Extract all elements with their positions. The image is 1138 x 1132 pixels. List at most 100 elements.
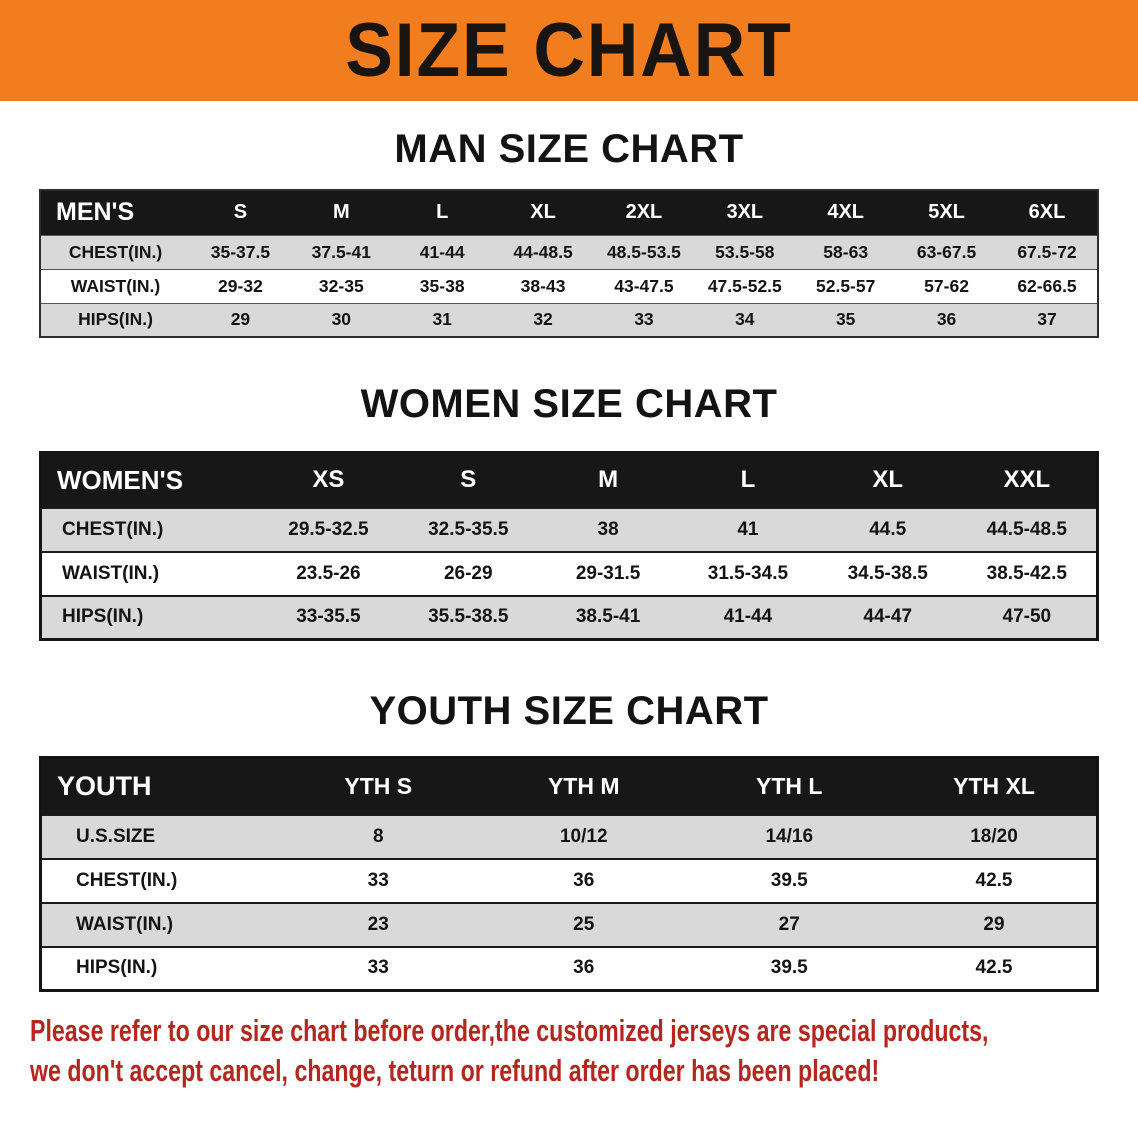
women-size-table: WOMEN'S XS S M L XL XXL CHEST(IN.) 29.5-32.5 32.5…	[39, 451, 1099, 641]
men-size-table: MEN'S S M L XL 2XL 3XL 4XL 5XL 6XL CHEST(IN.) 35-37…	[39, 189, 1099, 338]
size-column-header: YTH XL	[892, 757, 1098, 815]
table-header-row: MEN'S S M L XL 2XL 3XL 4XL 5XL 6XL	[40, 190, 1098, 235]
size-value-cell: 35	[835, 309, 856, 330]
measurement-row: CHEST(IN.) 29.5-32.5 32.5-35.5 38 41 44.5 44.5…	[40, 507, 1098, 552]
size-value-cell: 29-31.5	[575, 562, 641, 584]
measurement-row-label: WAIST(IN.)	[70, 275, 161, 296]
size-value-cell: 31	[432, 309, 452, 330]
measurement-row-label: WAIST(IN.)	[62, 562, 160, 584]
measurement-row: CHEST(IN.) 35-37.5 37.5-41 41-44 44-48.5 48.5…	[40, 235, 1098, 269]
size-value-cell: 67.5-72	[1017, 241, 1077, 262]
measurement-row: WAIST(IN.) 23 25 27 29	[40, 902, 1098, 947]
measurement-row: HIPS(IN.) 29 30 31 32 33 34 35 36 37	[40, 303, 1098, 337]
size-value-cell: 33	[634, 309, 654, 330]
table-title-cell: MEN'S	[40, 190, 190, 235]
size-value-cell: 14/16	[765, 825, 814, 847]
size-value-cell: 44.5	[869, 518, 907, 540]
measurement-row: CHEST(IN.) 33 36 39.5 42.5	[40, 858, 1098, 903]
size-value-cell: 57-62	[924, 275, 969, 296]
size-value-cell: 52.5-57	[816, 275, 876, 296]
size-value-cell: 32	[533, 309, 553, 330]
size-value-cell: 35.5-38.5	[428, 606, 509, 628]
size-value-cell: 44-47	[863, 606, 913, 628]
size-value-cell: 41-44	[419, 241, 465, 262]
size-value-cell: 53.5-58	[715, 241, 775, 262]
notice-line-2: we don't accept cancel, change, teturn o…	[30, 1053, 880, 1088]
table-header-row: WOMEN'S XS S M L XL XXL	[40, 452, 1098, 508]
size-value-cell: 8	[372, 825, 384, 847]
size-column-header: S	[398, 452, 539, 508]
size-value-cell: 29.5-32.5	[288, 518, 369, 540]
size-column-header: XL	[492, 190, 594, 235]
size-column-header: XL	[817, 452, 958, 508]
size-value-cell: 35-38	[419, 275, 465, 296]
table-title-cell: WOMEN'S	[40, 452, 259, 508]
notice-line-1: Please refer to our size chart before or…	[30, 1014, 989, 1048]
size-value-cell: 39.5	[770, 869, 808, 891]
size-column-header: 6XL	[997, 190, 1098, 235]
size-value-cell: 23	[367, 913, 389, 935]
size-value-cell: 42.5	[975, 869, 1013, 891]
size-value-cell: 36	[573, 957, 595, 979]
measurement-row: U.S.SIZE 8 10/12 14/16 18/20	[40, 814, 1098, 859]
size-value-cell: 48.5-53.5	[606, 241, 681, 262]
women-section-heading: WOMEN SIZE CHART	[360, 382, 778, 426]
page-title: SIZE CHART	[345, 7, 793, 93]
size-value-cell: 33-35.5	[296, 606, 361, 628]
size-value-cell: 25	[573, 913, 595, 935]
size-column-header: YTH L	[686, 757, 892, 815]
youth-size-section: YOUTH SIZE CHART YOUTH YTH S YTH M YTH L YTH…	[0, 689, 1138, 992]
measurement-row-label: WAIST(IN.)	[76, 913, 174, 935]
size-value-cell: 34	[735, 309, 755, 330]
size-value-cell: 38-43	[520, 275, 566, 296]
measurement-row-label: CHEST(IN.)	[68, 241, 163, 262]
measurement-row-label: CHEST(IN.)	[62, 518, 164, 540]
measurement-row-label: HIPS(IN.)	[78, 309, 153, 330]
measurement-row: WAIST(IN.) 23.5-26 26-29 29-31.5 31.5-34.5 34…	[40, 551, 1098, 596]
size-value-cell: 38.5-41	[575, 606, 641, 628]
youth-section-heading: YOUTH SIZE CHART	[369, 689, 769, 733]
size-column-header: 5XL	[896, 190, 997, 235]
size-column-header: L	[677, 452, 818, 508]
size-value-cell: 34.5-38.5	[847, 562, 928, 584]
measurement-row-label: U.S.SIZE	[76, 825, 156, 847]
measurement-row-label: HIPS(IN.)	[62, 606, 144, 628]
measurement-row-label: HIPS(IN.)	[76, 957, 158, 979]
size-value-cell: 42.5	[975, 957, 1013, 979]
banner: SIZE CHART	[0, 0, 1138, 101]
size-value-cell: 33	[367, 869, 389, 891]
size-value-cell: 44-48.5	[513, 241, 573, 262]
measurement-row: HIPS(IN.) 33 36 39.5 42.5	[40, 946, 1098, 991]
size-column-header: L	[391, 190, 493, 235]
size-value-cell: 47.5-52.5	[707, 275, 782, 296]
size-value-cell: 27	[778, 913, 800, 935]
size-value-cell: 41-44	[723, 606, 773, 628]
size-column-header: 4XL	[795, 190, 897, 235]
size-column-header: S	[190, 190, 291, 235]
measurement-row: WAIST(IN.) 29-32 32-35 35-38 38-43 43-47.5 47.…	[40, 269, 1098, 303]
men-size-section: MAN SIZE CHART MEN'S S M L XL 2XL 3XL 4XL 5XL 6XL…	[0, 127, 1138, 338]
table-header-row: YOUTH YTH S YTH M YTH L YTH XL	[40, 757, 1098, 815]
size-value-cell: 43-47.5	[614, 275, 674, 296]
size-column-header: XXL	[957, 452, 1098, 508]
size-value-cell: 39.5	[770, 957, 808, 979]
order-notice: Please refer to our size chart before or…	[30, 1012, 1138, 1091]
size-value-cell: 47-50	[1002, 606, 1052, 628]
size-value-cell: 33	[367, 957, 389, 979]
size-value-cell: 23.5-26	[296, 562, 361, 584]
men-section-heading: MAN SIZE CHART	[394, 127, 744, 171]
size-value-cell: 10/12	[559, 825, 608, 847]
size-value-cell: 29-32	[218, 275, 263, 296]
size-value-cell: 29	[983, 913, 1005, 935]
size-value-cell: 32.5-35.5	[428, 518, 509, 540]
size-value-cell: 31.5-34.5	[707, 562, 789, 584]
size-value-cell: 37.5-41	[311, 241, 371, 262]
size-column-header: XS	[258, 452, 399, 508]
size-value-cell: 38.5-42.5	[986, 562, 1067, 584]
measurement-row: HIPS(IN.) 33-35.5 35.5-38.5 38.5-41 41-44 44-…	[40, 595, 1098, 640]
size-value-cell: 63-67.5	[916, 241, 977, 262]
size-value-cell: 62-66.5	[1017, 275, 1077, 296]
size-value-cell: 36	[573, 869, 595, 891]
youth-size-table: YOUTH YTH S YTH M YTH L YTH XL U.S.SIZE 8 10/12…	[39, 756, 1099, 992]
